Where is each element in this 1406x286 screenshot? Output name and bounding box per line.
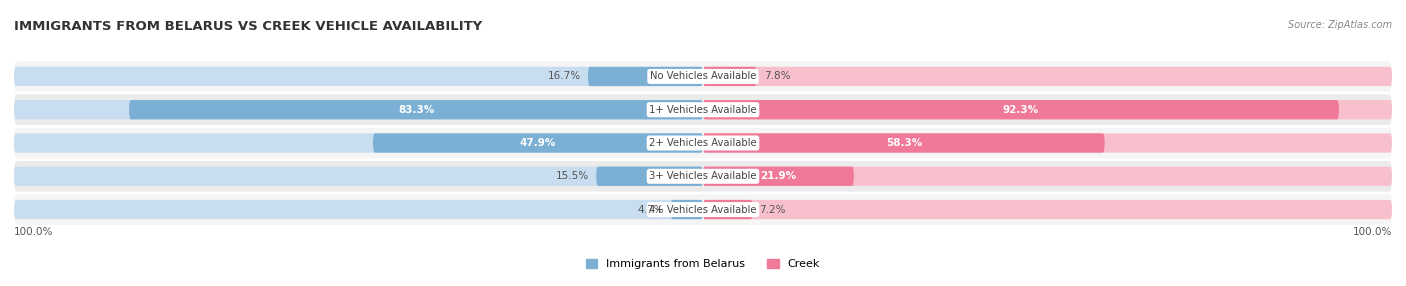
Legend: Immigrants from Belarus, Creek: Immigrants from Belarus, Creek [586,259,820,269]
FancyBboxPatch shape [703,133,1392,153]
Text: 83.3%: 83.3% [398,105,434,115]
Text: 1+ Vehicles Available: 1+ Vehicles Available [650,105,756,115]
Text: 15.5%: 15.5% [557,171,589,181]
Text: 4+ Vehicles Available: 4+ Vehicles Available [650,204,756,214]
Text: 58.3%: 58.3% [886,138,922,148]
Text: 7.8%: 7.8% [763,72,790,82]
Text: 100.0%: 100.0% [14,227,53,237]
Text: 92.3%: 92.3% [1002,105,1039,115]
FancyBboxPatch shape [703,67,756,86]
Text: 7.2%: 7.2% [759,204,786,214]
FancyBboxPatch shape [703,100,1339,119]
FancyBboxPatch shape [703,67,1392,86]
FancyBboxPatch shape [14,161,1392,192]
Text: 16.7%: 16.7% [548,72,581,82]
FancyBboxPatch shape [373,133,703,153]
Text: 2+ Vehicles Available: 2+ Vehicles Available [650,138,756,148]
Text: 47.9%: 47.9% [520,138,557,148]
Text: 100.0%: 100.0% [1353,227,1392,237]
FancyBboxPatch shape [129,100,703,119]
FancyBboxPatch shape [14,200,703,219]
FancyBboxPatch shape [703,200,752,219]
FancyBboxPatch shape [703,200,1392,219]
Text: 21.9%: 21.9% [761,171,797,181]
Text: 4.7%: 4.7% [637,204,664,214]
FancyBboxPatch shape [703,167,1392,186]
Text: Source: ZipAtlas.com: Source: ZipAtlas.com [1288,20,1392,30]
FancyBboxPatch shape [671,200,703,219]
FancyBboxPatch shape [588,67,703,86]
FancyBboxPatch shape [14,67,703,86]
FancyBboxPatch shape [14,94,1392,125]
Text: IMMIGRANTS FROM BELARUS VS CREEK VEHICLE AVAILABILITY: IMMIGRANTS FROM BELARUS VS CREEK VEHICLE… [14,20,482,33]
FancyBboxPatch shape [703,100,1392,119]
FancyBboxPatch shape [14,194,1392,225]
FancyBboxPatch shape [14,167,703,186]
Text: 3+ Vehicles Available: 3+ Vehicles Available [650,171,756,181]
FancyBboxPatch shape [703,167,853,186]
FancyBboxPatch shape [14,133,703,153]
FancyBboxPatch shape [14,61,1392,92]
FancyBboxPatch shape [703,133,1105,153]
FancyBboxPatch shape [14,100,703,119]
FancyBboxPatch shape [14,128,1392,158]
FancyBboxPatch shape [596,167,703,186]
Text: No Vehicles Available: No Vehicles Available [650,72,756,82]
